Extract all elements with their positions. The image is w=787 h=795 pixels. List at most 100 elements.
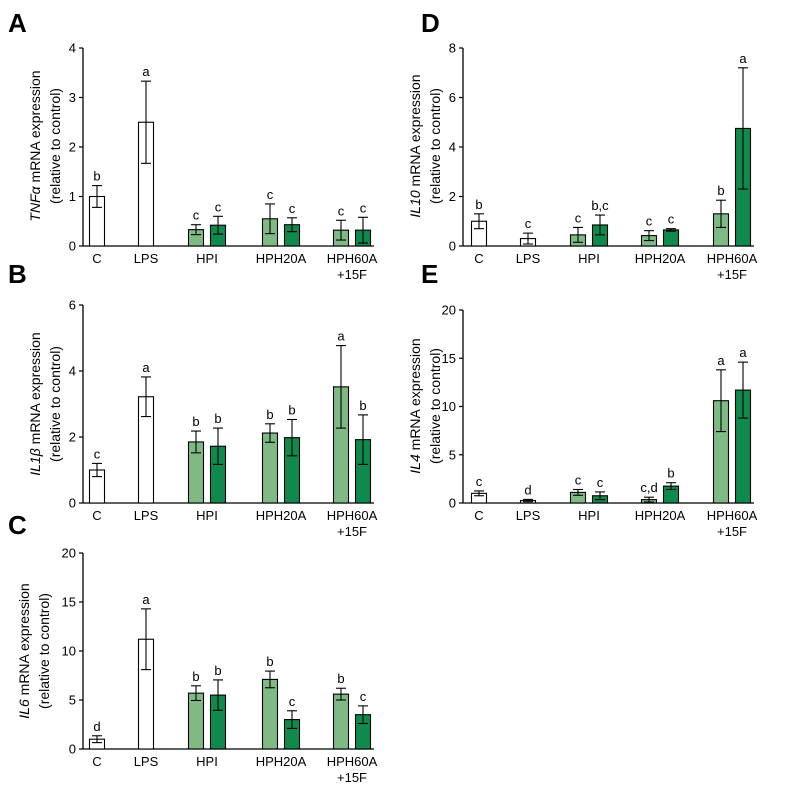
significance-label-b: a [142,360,150,375]
significance-label-e: d [524,482,531,497]
significance-label-c: b [214,663,221,678]
panel-b: B 0 2 4 6 IL1β mRNA expression (relative to co… [8,259,378,539]
significance-label-a: c [360,200,367,215]
significance-label-b: b [359,398,366,413]
category-label-b: C [92,508,101,523]
significance-label-d: b [717,183,724,198]
category-label-c: LPS [134,754,159,769]
y-tick-label-e: 10 [442,399,456,414]
significance-label-a: c [338,203,345,218]
panel-e: E 0 5 10 15 20 IL4 mRNA expression (relative to… [407,259,758,539]
bar-c [261,678,279,750]
significance-label-d: c [646,214,653,229]
significance-label-e: a [717,353,725,368]
y-axis-unit-d: mRNA expression [407,74,423,190]
significance-label-d: b [475,197,482,212]
significance-label-d: c [668,212,675,227]
category-label2-d: +15F [717,267,747,282]
category-label2-a: +15F [337,267,367,282]
y-axis-label2-e: (relative to control) [427,348,443,464]
category-label2-c: +15F [337,770,367,785]
category-label-b: HPH60A [327,508,378,523]
category-label-e: HPH60A [707,508,758,523]
category-label-a: C [92,251,101,266]
category-label-b: LPS [134,508,159,523]
category-label2-e: +15F [717,524,747,539]
significance-label-e: c [476,474,483,489]
panel-letter-a: A [8,8,27,38]
y-tick-label-c: 10 [62,644,76,659]
significance-label-c: b [266,654,273,669]
significance-label-d: c [525,216,532,231]
y-axis-label-a: TNFα mRNA expression [27,70,43,221]
panel-letter-e: E [421,259,438,289]
significance-label-d: b,c [591,198,609,213]
category-label-c: HPH60A [327,754,378,769]
category-label-d: C [474,251,483,266]
category-label-e: C [474,508,483,523]
y-tick-label-d: 4 [449,140,456,155]
category-label-d: HPI [578,251,600,266]
significance-label-a: c [289,201,296,216]
category-label-e: HPI [578,508,600,523]
significance-label-b: c [94,446,101,461]
category-label-c: C [92,754,101,769]
y-axis-gene-b: IL1β [27,448,43,475]
significance-label-b: b [266,407,273,422]
y-tick-label-b: 4 [69,364,76,379]
category-label-a: LPS [134,251,159,266]
y-axis-label-d: IL10 mRNA expression [407,74,423,217]
y-tick-label-a: 3 [69,90,76,105]
significance-label-b: a [337,329,345,344]
significance-label-d: a [739,51,747,66]
significance-label-a: c [267,187,274,202]
significance-label-a: b [93,169,100,184]
significance-label-a: c [215,199,222,214]
y-axis-label-e: IL4 mRNA expression [407,338,423,473]
y-tick-label-a: 4 [69,41,76,56]
significance-label-c: b [192,669,199,684]
category-label-d: HPH60A [707,251,758,266]
y-axis-gene-a: TNFα [27,185,43,221]
y-tick-label-d: 6 [449,90,456,105]
significance-label-e: a [739,345,747,360]
panel-d: D 0 2 4 6 8 IL10 mRNA expression (relative to c… [407,8,758,282]
y-tick-label-c: 15 [62,595,76,610]
significance-label-e: c [597,475,604,490]
y-axis-unit-c: mRNA expression [16,583,32,699]
y-axis-label-c: IL6 mRNA expression [16,583,32,718]
significance-label-a: c [193,208,200,223]
y-axis-unit-e: mRNA expression [407,338,423,454]
category-label-a: HPH20A [256,251,307,266]
significance-label-c: a [142,592,150,607]
y-tick-label-a: 2 [69,140,76,155]
y-tick-label-b: 0 [69,496,76,511]
panel-c: C 0 5 10 15 20 IL6 mRNA expression (relative to… [8,510,378,785]
significance-label-c: b [337,671,344,686]
category-label-d: LPS [516,251,541,266]
category-label-e: HPH20A [635,508,686,523]
significance-label-e: c [575,472,582,487]
y-axis-gene-d: IL10 [407,190,423,217]
category-label-e: LPS [516,508,541,523]
panel-a: A 0 1 2 3 4 TNFα mRNA expression (relative to c… [8,8,378,282]
y-tick-label-d: 0 [449,239,456,254]
y-tick-label-c: 5 [69,693,76,708]
significance-label-c: c [360,689,367,704]
significance-label-e: b [667,466,674,481]
panel-letter-b: B [8,259,27,289]
category-label-b: HPI [196,508,218,523]
bar-d [662,229,680,247]
y-axis-label2-a: (relative to control) [47,88,63,204]
y-tick-label-c: 0 [69,742,76,757]
y-tick-label-e: 15 [442,351,456,366]
category-label-a: HPI [196,251,218,266]
significance-label-b: b [288,403,295,418]
category-label-c: HPI [196,754,218,769]
y-tick-label-e: 0 [449,496,456,511]
y-axis-unit-b: mRNA expression [27,332,43,448]
y-tick-label-e: 5 [449,447,456,462]
y-tick-label-c: 20 [62,546,76,561]
category-label-b: HPH20A [256,508,307,523]
